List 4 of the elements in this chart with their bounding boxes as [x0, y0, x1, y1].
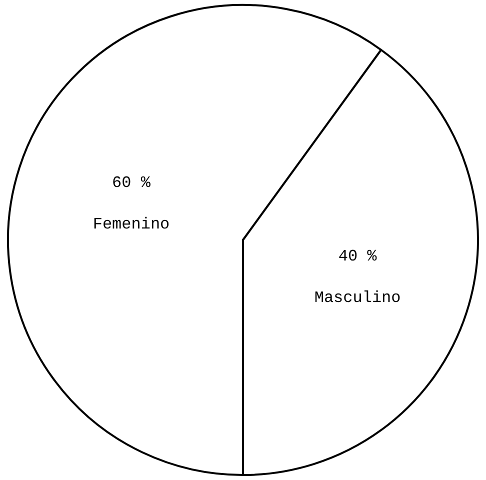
data-label: 40 %: [338, 247, 378, 266]
data-label: 60 %: [112, 174, 151, 192]
slice-label: Femenino: [92, 215, 170, 234]
slice-label: Masculino: [314, 289, 401, 308]
